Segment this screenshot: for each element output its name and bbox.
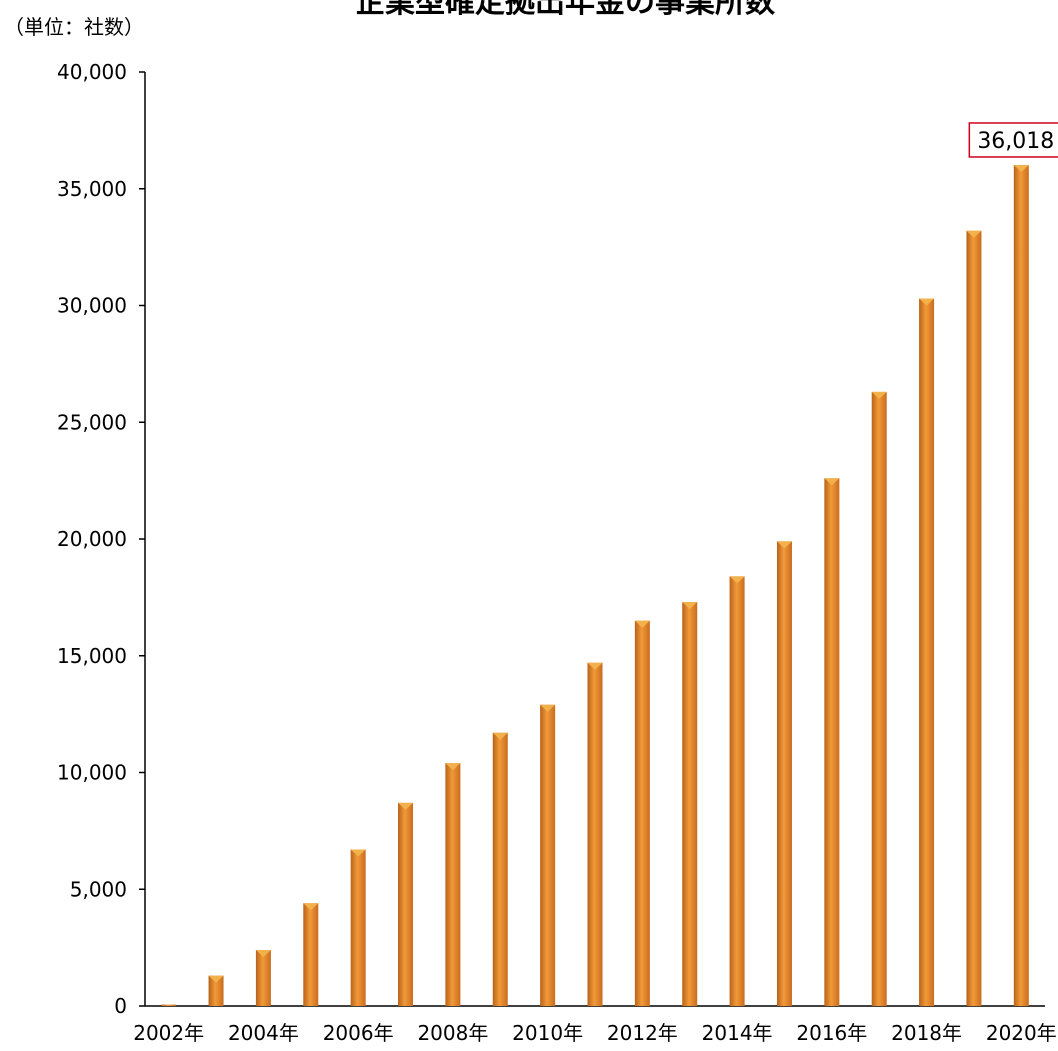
bar xyxy=(966,230,982,1006)
bar-top-cap xyxy=(398,802,414,810)
y-tick-label: 40,000 xyxy=(57,60,127,84)
bar-top-cap xyxy=(208,975,224,983)
bars-group xyxy=(161,164,1029,1006)
bar-top-cap xyxy=(303,903,319,911)
x-tick-label: 2006年 xyxy=(323,1021,394,1045)
bar xyxy=(208,975,224,1006)
bar-top-cap xyxy=(587,662,603,670)
unit-label: （単位：社数） xyxy=(4,15,144,39)
x-tick-label: 2004年 xyxy=(228,1021,299,1045)
bar-top-cap xyxy=(871,391,887,399)
y-tick-label: 20,000 xyxy=(57,527,127,551)
bar xyxy=(398,802,414,1006)
y-tick-label: 10,000 xyxy=(57,761,127,785)
bar-top-cap xyxy=(445,763,461,771)
x-tick-label: 2014年 xyxy=(702,1021,773,1045)
bar-top-cap xyxy=(1013,164,1029,172)
x-tick-label: 2002年 xyxy=(133,1021,204,1045)
bar xyxy=(634,620,650,1006)
bar xyxy=(492,732,508,1006)
bar xyxy=(919,298,935,1006)
y-tick-label: 25,000 xyxy=(57,410,127,434)
bar-top-cap xyxy=(540,704,556,712)
x-tick-label: 2012年 xyxy=(607,1021,678,1045)
bar-top-cap xyxy=(776,541,792,549)
bar-top-cap xyxy=(682,602,698,610)
bar xyxy=(776,541,792,1006)
highlight-label-box xyxy=(968,122,1058,158)
x-tick-label: 2020年 xyxy=(986,1021,1057,1045)
bar xyxy=(255,949,271,1006)
bar-top-cap xyxy=(729,576,745,584)
bar xyxy=(729,576,745,1006)
y-tick-label: 30,000 xyxy=(57,294,127,318)
bar-top-cap xyxy=(634,620,650,628)
highlight-annotation: 36,018 xyxy=(968,122,1058,158)
bar xyxy=(540,704,556,1006)
y-axis-ticks: 0 5,000 10,000 15,000 20,000 25,000 30,000 35,0… xyxy=(57,60,145,1018)
x-tick-label: 2010年 xyxy=(512,1021,583,1045)
chart-title: 企業型確定拠出年金の事業所数 xyxy=(355,0,776,20)
bar xyxy=(824,478,840,1006)
y-tick-label: 5,000 xyxy=(70,877,127,901)
x-axis-labels: 2002年 2004年 2006年 2008年 2010年 2012年 2014年 2016年… xyxy=(133,1021,1057,1045)
y-tick-label: 35,000 xyxy=(57,177,127,201)
y-tick-label: 15,000 xyxy=(57,644,127,668)
bar xyxy=(350,849,366,1006)
bar-top-cap xyxy=(492,732,508,740)
bar xyxy=(445,763,461,1006)
x-tick-label: 2018年 xyxy=(891,1021,962,1045)
bar xyxy=(682,602,698,1006)
bar-top-cap xyxy=(966,230,982,238)
bar-top-cap xyxy=(824,478,840,486)
bar xyxy=(161,1004,177,1006)
bar xyxy=(303,903,319,1006)
y-tick-label: 0 xyxy=(114,994,127,1018)
bar-top-cap xyxy=(919,298,935,306)
bar xyxy=(587,662,603,1006)
highlight-value-label: 36,018 xyxy=(977,129,1054,154)
bar-top-cap xyxy=(350,849,366,857)
bar xyxy=(871,391,887,1006)
bar-top-cap xyxy=(255,949,271,957)
bar xyxy=(1013,164,1029,1006)
x-tick-label: 2016年 xyxy=(796,1021,867,1045)
x-tick-label: 2008年 xyxy=(417,1021,488,1045)
